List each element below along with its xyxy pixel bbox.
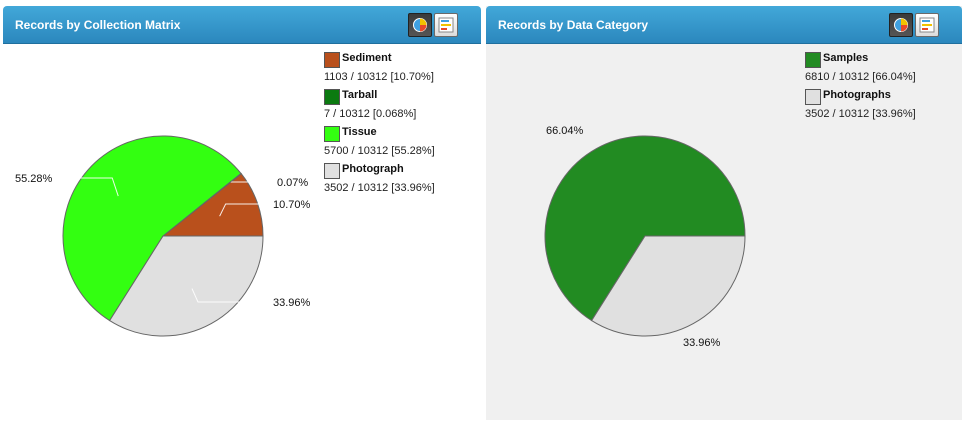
legend-stat: 3502 / 10312 [33.96%] [324,182,435,194]
legend-stat: 6810 / 10312 [66.04%] [805,71,916,83]
legend-stat: 7 / 10312 [0.068%] [324,108,417,120]
pie-data-label: 55.28% [15,173,53,185]
data-category-pie-chart: 66.04% 33.96% [544,125,746,349]
pie-chart-icon [894,18,908,32]
legend-label: Photographs [823,89,891,101]
pie-data-label: 66.04% [546,125,584,137]
legend-swatch [805,89,821,105]
legend-stat: 3502 / 10312 [33.96%] [805,108,916,120]
pie-view-button[interactable] [889,13,913,37]
pie-leader-line [219,203,269,217]
legend-swatch [324,52,340,68]
pie-slice-samples[interactable] [544,135,746,322]
legend-label: Tarball [342,89,378,101]
legend-label: Sediment [342,52,392,64]
legend-item[interactable]: Tissue 5700 / 10312 [55.28%] [324,126,435,159]
legend-item[interactable]: Sediment 1103 / 10312 [10.70%] [324,52,435,85]
pie-data-label: 10.70% [273,199,311,211]
legend-swatch [805,52,821,68]
bar-chart-icon [919,17,935,33]
pie-chart-icon [413,18,427,32]
legend-item[interactable]: Photographs 3502 / 10312 [33.96%] [805,89,916,122]
legend-stat: 1103 / 10312 [10.70%] [324,71,434,83]
legend-label: Tissue [342,126,377,138]
legend-stat: 5700 / 10312 [55.28%] [324,145,435,157]
pie-slice-photographs[interactable] [590,235,746,337]
bar-view-button[interactable] [434,13,458,37]
collection-matrix-pie-chart: 10.70% 0.07% 55.28% 33.96% [15,135,311,337]
bar-view-button[interactable] [915,13,939,37]
panel-title: Records by Data Category [498,18,649,32]
legend-swatch [324,126,340,142]
pie-slice-photograph[interactable] [108,235,264,337]
collection-matrix-panel: Records by Collection Matrix 10.70% 0.07%… [3,6,481,420]
chart-legend: Sediment 1103 / 10312 [10.70%] Tarball 7 / … [324,52,435,200]
pie-data-label: 0.07% [277,177,308,189]
pie-leader-line [191,288,269,303]
panel-title: Records by Collection Matrix [15,18,181,32]
legend-label: Samples [823,52,869,64]
legend-item[interactable]: Samples 6810 / 10312 [66.04%] [805,52,916,85]
pie-data-label: 33.96% [273,297,311,309]
chart-legend: Samples 6810 / 10312 [66.04%] Photographs 3… [805,52,916,126]
panel-header: Records by Data Category [486,6,962,44]
legend-label: Photograph [342,163,404,175]
pie-slice-sediment[interactable] [161,173,264,237]
pie-view-button[interactable] [408,13,432,37]
pie-data-label: 33.96% [683,337,721,349]
bar-chart-icon [438,17,454,33]
panel-header: Records by Collection Matrix [3,6,481,44]
legend-item[interactable]: Tarball 7 / 10312 [0.068%] [324,89,435,122]
data-category-panel: Records by Data Category 66.04% 33.96% Sa… [486,6,962,420]
pie-slice-tissue[interactable] [62,135,242,322]
legend-swatch [324,89,340,105]
legend-swatch [324,163,340,179]
legend-item[interactable]: Photograph 3502 / 10312 [33.96%] [324,163,435,196]
pie-leader-line [59,177,119,197]
